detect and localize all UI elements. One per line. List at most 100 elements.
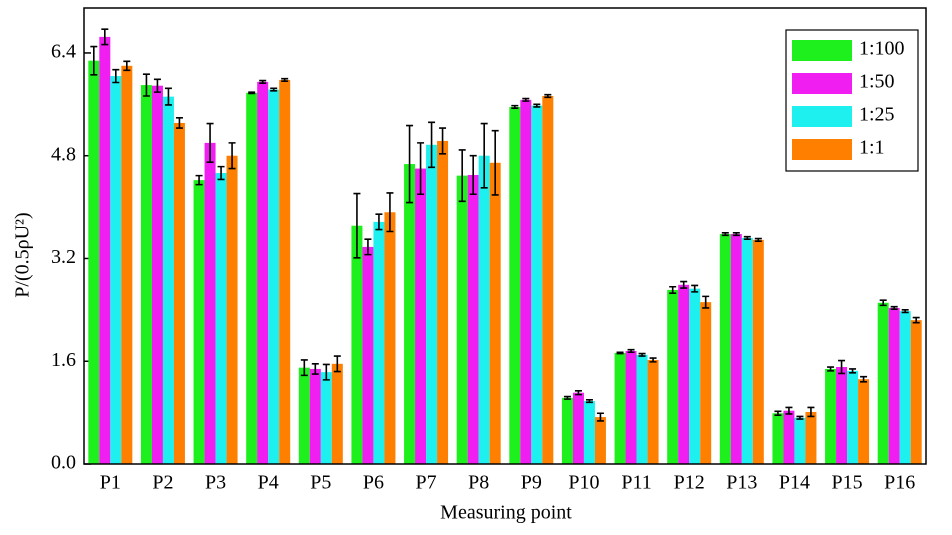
error-bar [827, 366, 835, 372]
error-bar [469, 154, 477, 196]
bar [309, 368, 321, 464]
error-bar [596, 412, 604, 422]
bar [268, 89, 280, 465]
error-bar [300, 359, 308, 377]
bar [404, 164, 416, 464]
error-bar [912, 316, 920, 324]
bar [467, 174, 479, 465]
error-bar [669, 285, 677, 294]
bar [437, 140, 449, 464]
error-bar [585, 398, 593, 404]
error-bar [544, 93, 552, 99]
bar [426, 144, 438, 465]
plot-frame [83, 7, 927, 465]
x-tick-label: P11 [621, 472, 651, 494]
bar [162, 96, 174, 465]
error-bar [112, 68, 120, 84]
bar [246, 92, 258, 464]
error-bar [439, 127, 447, 155]
legend-label: 1:1 [859, 137, 885, 159]
error-bar [206, 122, 214, 163]
legend-swatch [792, 73, 852, 94]
error-bar [228, 142, 236, 170]
x-axis-label: Measuring point [440, 502, 572, 524]
bar [678, 284, 690, 464]
bar [899, 311, 911, 464]
error-bar [386, 192, 394, 233]
x-tick-label: P16 [884, 472, 915, 494]
error-bar [248, 91, 256, 95]
error-bar [375, 213, 383, 231]
y-tick-label: 0.0 [51, 452, 76, 474]
bar [858, 379, 870, 464]
legend-swatch [792, 139, 852, 160]
bar [719, 234, 731, 464]
x-tick-label: P15 [832, 472, 863, 494]
error-bar [142, 73, 150, 97]
bar [614, 352, 626, 464]
error-bar [491, 129, 499, 196]
bar [298, 367, 310, 464]
error-bar [364, 238, 372, 256]
bar [594, 417, 606, 464]
bar [489, 162, 501, 465]
bar [888, 307, 900, 464]
bar [110, 76, 122, 465]
bar [910, 320, 922, 464]
error-bar [195, 174, 203, 186]
bar [279, 79, 291, 464]
error-bar [164, 87, 172, 106]
error-bar [638, 352, 646, 357]
error-bar [259, 79, 267, 84]
error-bar [890, 305, 898, 311]
x-tick-label: P7 [416, 472, 437, 494]
x-tick-label: P10 [568, 472, 599, 494]
bar [636, 354, 648, 464]
error-bar [175, 117, 183, 129]
bar [331, 363, 343, 464]
bar [752, 239, 764, 464]
error-bar [322, 363, 330, 381]
y-tick-label: 3.2 [51, 246, 76, 268]
error-bar [511, 104, 519, 109]
error-bar [732, 231, 740, 237]
bar [647, 359, 659, 464]
legend-label: 1:50 [859, 71, 895, 93]
bar [836, 367, 848, 464]
y-tick-label: 4.8 [51, 143, 76, 165]
x-tick-label: P6 [363, 472, 384, 494]
legend-swatch [792, 40, 852, 61]
bar [572, 392, 584, 464]
error-bar [849, 368, 857, 374]
error-bar [860, 375, 868, 383]
error-bar [807, 406, 815, 418]
error-bar [627, 348, 635, 354]
x-tick-label: P8 [468, 472, 489, 494]
x-tick-label: P1 [100, 472, 121, 494]
bar [456, 175, 468, 464]
error-bar [691, 284, 699, 293]
error-bar [533, 103, 541, 108]
bar [783, 410, 795, 464]
error-bar [311, 363, 319, 375]
bar [215, 173, 227, 465]
legend-label: 1:25 [859, 104, 895, 126]
bar [99, 36, 111, 465]
bar [583, 401, 595, 464]
bar [689, 288, 701, 464]
error-bar [743, 235, 751, 241]
x-tick-label: P14 [779, 472, 810, 494]
bar [805, 411, 817, 464]
bar [226, 155, 238, 464]
bar [415, 168, 427, 464]
error-bar [428, 121, 436, 169]
error-bar [417, 142, 425, 196]
error-bar [458, 149, 466, 203]
bar [520, 99, 532, 464]
error-bar [702, 295, 710, 309]
error-bar [796, 415, 804, 420]
bar [772, 413, 784, 464]
bar [351, 225, 363, 464]
error-bar [101, 28, 109, 46]
